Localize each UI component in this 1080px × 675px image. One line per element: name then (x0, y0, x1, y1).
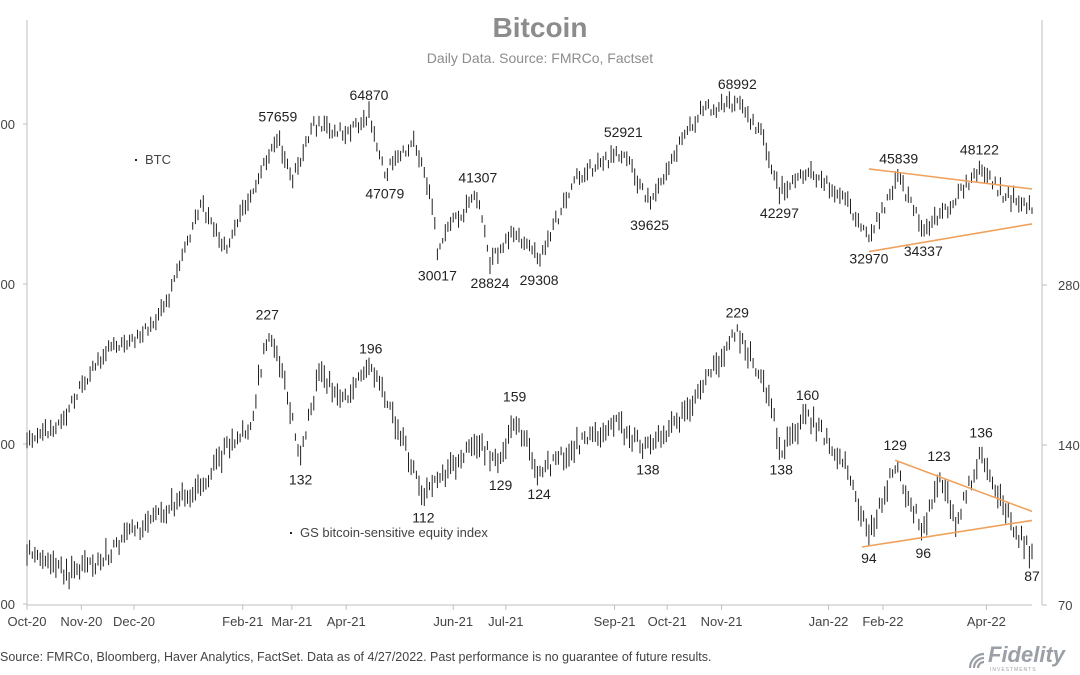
data-label: 227 (256, 306, 280, 322)
x-axis-tick-label: Apr-21 (327, 614, 366, 629)
data-label: 138 (636, 461, 660, 477)
trendline (868, 168, 1033, 190)
data-label: 138 (770, 461, 794, 477)
data-label: 123 (927, 448, 951, 464)
data-label: 30017 (418, 268, 457, 284)
left-axis-tick-label: 000 (0, 117, 15, 132)
data-label: 94 (861, 550, 877, 566)
data-label: 29308 (520, 272, 559, 288)
data-label: 42297 (760, 205, 799, 221)
data-label: 136 (969, 425, 993, 441)
right-axis-tick-label: 70 (1058, 598, 1072, 613)
data-label: 48122 (960, 142, 999, 158)
trendline (868, 223, 1033, 253)
x-axis-tick-label: Feb-21 (222, 614, 263, 629)
data-label: 68992 (718, 76, 757, 92)
data-label: 196 (359, 340, 383, 356)
chart-subtitle: Daily Data. Source: FMRCo, Factset (426, 50, 654, 66)
data-label: 34337 (904, 243, 943, 259)
x-axis-tick-label: Dec-20 (113, 614, 155, 629)
data-label: 129 (884, 437, 908, 453)
trendline (861, 519, 1033, 548)
left-axis-tick-label: 000 (0, 437, 15, 452)
trendline (894, 459, 1033, 513)
left-axis-tick-label: 000 (0, 277, 15, 292)
left-axis-tick-label: 000 (0, 597, 15, 612)
fidelity-logo-mark (968, 652, 985, 669)
fidelity-logo-text: Fidelity (988, 642, 1067, 667)
x-axis-tick-label: Oct-20 (7, 614, 46, 629)
data-label: 96 (916, 545, 932, 561)
data-label: 28824 (471, 275, 510, 291)
chart-axes: 000 000 000 000 280 140 70 Oct-20 Nov-20 Dec-20 Fe… (0, 20, 1080, 629)
legend-label: GS bitcoin-sensitive equity index (300, 525, 488, 540)
series-gs-equity-index (26, 324, 1033, 590)
fidelity-logo-subtext: INVESTMENTS (990, 667, 1037, 673)
data-label: 132 (289, 472, 313, 488)
data-label: 32970 (849, 250, 888, 266)
data-label: 160 (796, 387, 820, 403)
data-label: 39625 (630, 217, 669, 233)
series-bars (26, 91, 1033, 590)
series-btc (26, 91, 1033, 449)
chart-legend: BTC GS bitcoin-sensitive equity index (135, 152, 488, 540)
x-axis-tick-label: Nov-21 (701, 614, 743, 629)
source-footnote: Source: FMRCo, Bloomberg, Haver Analytic… (0, 650, 712, 664)
data-label: 41307 (458, 169, 497, 185)
x-axis-tick-label: Feb-22 (862, 614, 903, 629)
data-label: 47079 (365, 186, 404, 202)
data-label: 87 (1024, 568, 1040, 584)
data-label: 159 (503, 389, 527, 405)
x-axis-tick-label: Mar-21 (271, 614, 312, 629)
x-axis-tick-label: Sep-21 (594, 614, 636, 629)
fidelity-logo: Fidelity INVESTMENTS (968, 642, 1067, 673)
chart-svg: 000 000 000 000 280 140 70 Oct-20 Nov-20 Dec-20 Fe… (0, 20, 1080, 629)
x-axis-tick-label: Oct-21 (648, 614, 687, 629)
data-labels: 57659 64870 47079 30017 41307 28824 29308 52921… (256, 76, 1040, 584)
trendlines (861, 168, 1033, 548)
legend-label: BTC (145, 152, 171, 167)
x-axis-tick-label: Jul-21 (488, 614, 523, 629)
chart-title: Bitcoin (492, 12, 588, 43)
data-label: 57659 (258, 109, 297, 125)
legend-marker (135, 159, 137, 161)
data-label: 124 (527, 486, 551, 502)
right-axis-tick-label: 280 (1058, 278, 1080, 293)
legend-marker (290, 532, 292, 534)
data-label: 52921 (604, 124, 643, 140)
right-axis-tick-label: 140 (1058, 438, 1080, 453)
x-axis-tick-label: Apr-22 (967, 614, 1006, 629)
x-axis-tick-label: Nov-20 (60, 614, 102, 629)
data-label: 229 (726, 304, 750, 320)
data-label: 112 (412, 510, 435, 526)
data-label: 64870 (350, 87, 389, 103)
x-axis-tick-label: Jun-21 (433, 614, 473, 629)
x-axis-tick-label: Jan-22 (809, 614, 849, 629)
data-label: 129 (489, 477, 513, 493)
data-label: 45839 (879, 150, 918, 166)
